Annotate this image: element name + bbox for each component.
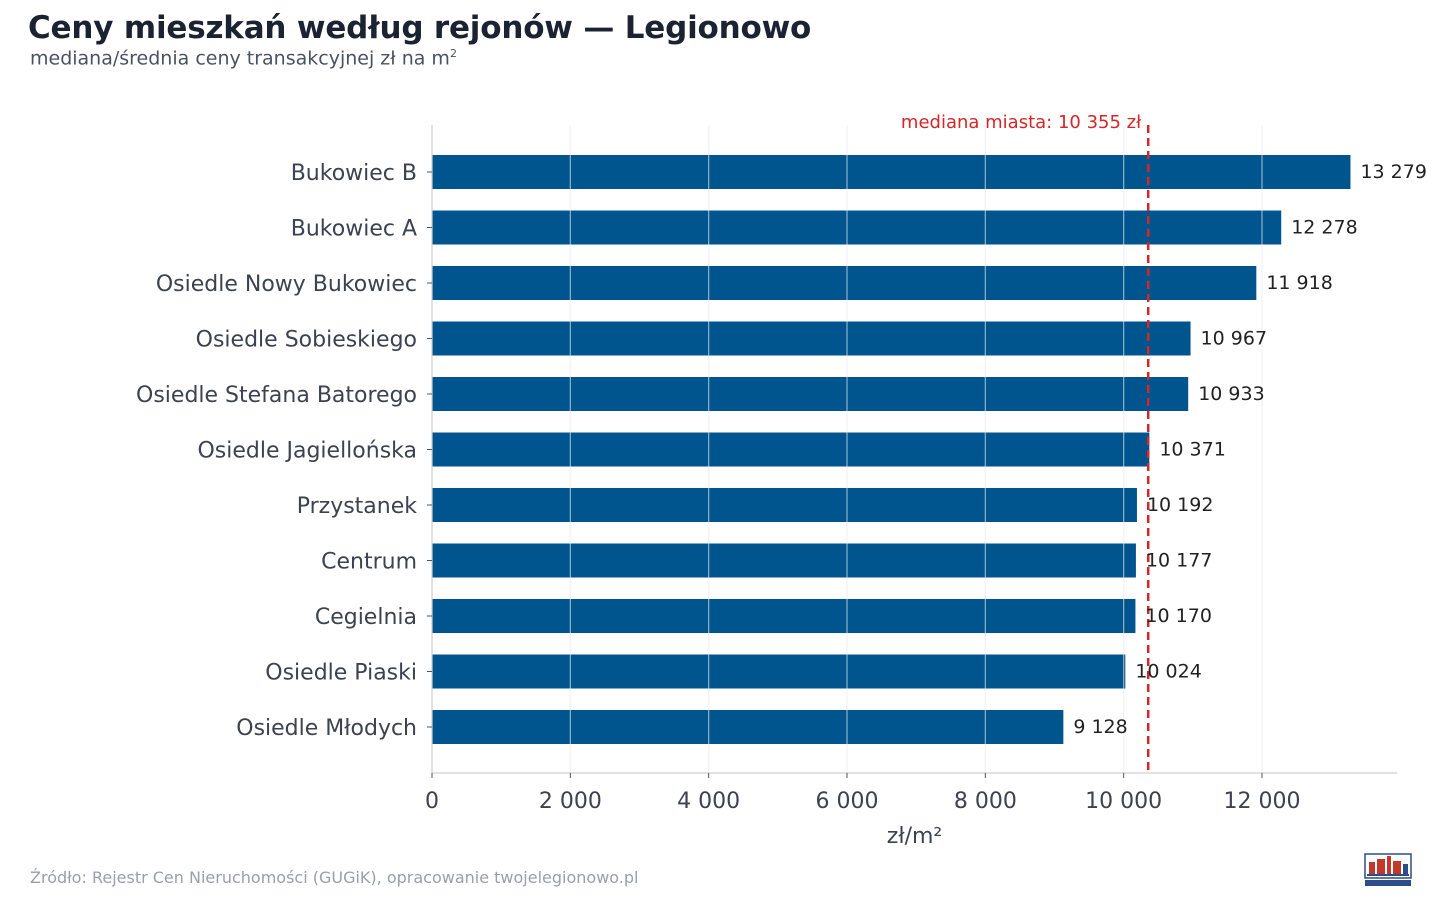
x-tick-label: 0 <box>425 789 439 814</box>
bar-value-label: 10 967 <box>1201 328 1267 350</box>
bar <box>432 543 1136 578</box>
y-tick-label: Centrum <box>321 550 417 575</box>
bar-value-label: 12 278 <box>1291 217 1357 239</box>
x-tick-label: 2 000 <box>539 789 602 814</box>
bar <box>432 321 1191 356</box>
chart-subtitle: mediana/średnia ceny transakcyjnej zł na… <box>30 47 457 69</box>
bar <box>432 266 1257 300</box>
median-reference-label: mediana miasta: 10 355 zł <box>901 112 1142 133</box>
bar <box>432 155 1351 189</box>
chart-title: Ceny mieszkań według rejonów — Legionowo <box>28 10 812 46</box>
bar-value-label: 10 371 <box>1159 439 1225 461</box>
y-tick-label: Osiedle Sobieskiego <box>196 328 417 353</box>
bar <box>432 488 1137 522</box>
twojelegionowo-logo <box>1364 853 1412 886</box>
y-tick-label: Przystanek <box>297 494 418 519</box>
y-tick-label: Osiedle Stefana Batorego <box>136 383 417 408</box>
y-tick-label: Osiedle Nowy Bukowiec <box>156 272 417 297</box>
bar-value-label: 10 192 <box>1147 494 1213 516</box>
bar-value-label: 10 024 <box>1135 661 1201 683</box>
bar <box>432 599 1136 633</box>
bar-value-label: 10 933 <box>1198 383 1264 405</box>
bar <box>432 654 1126 689</box>
y-tick-label: Osiedle Piaski <box>265 661 417 686</box>
y-tick-label: Bukowiec A <box>291 217 417 242</box>
x-tick-label: 8 000 <box>954 789 1017 814</box>
bar <box>432 432 1150 467</box>
subtitle-text: mediana/średnia ceny transakcyjnej zł na… <box>30 47 450 70</box>
bar <box>432 710 1064 744</box>
source-note: Źródło: Rejestr Cen Nieruchomości (GUGiK… <box>30 868 639 887</box>
bar <box>432 377 1189 411</box>
y-tick-label: Osiedle Młodych <box>236 716 417 741</box>
y-tick-label: Bukowiec B <box>291 161 417 186</box>
bar <box>432 210 1282 245</box>
y-tick-label: Cegielnia <box>315 605 417 630</box>
bar-value-label: 9 128 <box>1073 716 1127 738</box>
y-tick-label: Osiedle Jagiellońska <box>197 439 417 464</box>
x-tick-label: 10 000 <box>1085 789 1162 814</box>
bar-value-label: 11 918 <box>1266 272 1332 294</box>
x-tick-label: 4 000 <box>677 789 740 814</box>
bar-value-label: 10 170 <box>1145 605 1211 627</box>
bar-value-label: 13 279 <box>1360 161 1426 183</box>
x-tick-label: 6 000 <box>816 789 879 814</box>
bar-value-label: 10 177 <box>1146 550 1212 572</box>
subtitle-superscript: 2 <box>449 47 457 60</box>
x-tick-label: 12 000 <box>1224 789 1301 814</box>
x-axis-label: zł/m² <box>887 824 942 849</box>
